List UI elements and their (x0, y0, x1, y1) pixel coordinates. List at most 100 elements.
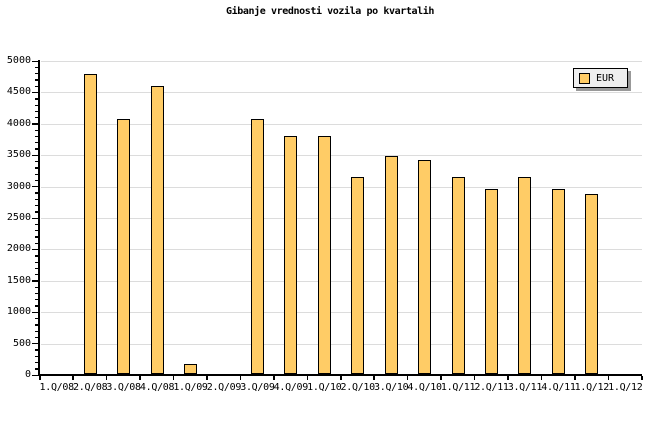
y-major-tick (32, 123, 38, 125)
x-tick (273, 376, 275, 380)
y-minor-tick (35, 198, 38, 201)
y-major-tick (32, 186, 38, 188)
y-minor-tick (35, 292, 38, 295)
y-minor-tick (35, 148, 38, 150)
x-tick-label: 2.Q/09 (206, 382, 242, 393)
x-tick (340, 376, 342, 380)
x-tick (373, 376, 375, 380)
x-tick-label: 1.Q/09 (173, 382, 208, 393)
y-tick-label: 4500 (6, 86, 31, 98)
y-major-tick (32, 91, 38, 94)
x-tick-label: 4.Q/11 (541, 382, 576, 393)
x-tick (139, 376, 141, 380)
y-tick-label: 2000 (6, 243, 31, 255)
y-major-tick (32, 311, 38, 314)
gridline-2000 (41, 249, 642, 251)
x-tick-label: 2.Q/10 (340, 382, 376, 393)
y-minor-tick (35, 355, 38, 358)
x-tick-label: 4.Q/10 (407, 382, 442, 393)
y-major-tick (32, 343, 38, 345)
legend-eur-swatch-icon (579, 72, 590, 84)
bar-4.Q/10 (418, 160, 432, 374)
gridline-500 (41, 343, 642, 345)
y-minor-tick (35, 223, 38, 226)
x-tick (306, 376, 309, 380)
y-major-tick (32, 154, 38, 157)
bar-3.Q/10 (384, 155, 398, 374)
y-minor-tick (35, 274, 38, 276)
y-minor-tick (35, 179, 38, 182)
x-tick (540, 376, 543, 380)
y-minor-tick (35, 299, 38, 301)
bar-4.Q/08 (150, 86, 164, 374)
gridline-2500 (41, 218, 642, 219)
y-tick-label: 4000 (6, 117, 31, 129)
x-tick-label: 4.Q/09 (273, 382, 309, 393)
y-minor-tick (35, 167, 38, 169)
legend: EUR (573, 68, 628, 88)
y-major-tick (32, 60, 38, 62)
y-major-tick (32, 374, 38, 376)
y-minor-tick (35, 161, 38, 163)
y-minor-tick (35, 368, 38, 370)
y-major-tick (32, 217, 38, 219)
x-tick-label: 4.Q/08 (139, 382, 175, 393)
y-tick-label: 500 (12, 337, 31, 349)
y-minor-tick (35, 318, 38, 320)
x-tick-label: 1.Q/11 (440, 382, 476, 393)
y-minor-tick (35, 79, 38, 81)
y-minor-tick (35, 324, 38, 326)
bar-1.Q/12 (585, 193, 599, 374)
bar-2.Q/10 (351, 176, 365, 374)
gridline-4500 (41, 92, 642, 94)
y-minor-tick (35, 173, 38, 175)
y-minor-tick (35, 267, 38, 270)
y-minor-tick (35, 230, 38, 232)
y-major-tick (32, 280, 38, 282)
y-minor-tick (35, 242, 38, 244)
bar-2.Q/08 (83, 73, 97, 374)
x-tick (172, 376, 175, 380)
bar-4.Q/11 (551, 188, 565, 374)
x-tick-label: 1.Q/12 (574, 382, 610, 393)
y-tick-label: 3500 (6, 149, 31, 161)
bar-4.Q/09 (284, 136, 298, 374)
gridline-3000 (41, 186, 642, 188)
y-minor-tick (35, 135, 38, 138)
y-minor-tick (35, 104, 38, 106)
y-minor-tick (35, 142, 38, 144)
bar-2.Q/11 (485, 188, 498, 374)
y-minor-tick (35, 110, 38, 113)
gridline-3500 (41, 155, 642, 157)
x-tick-label: 3.Q/09 (240, 382, 275, 393)
y-minor-tick (35, 336, 38, 339)
x-tick-label: 2.Q/08 (73, 382, 108, 393)
x-tick (641, 376, 643, 380)
y-minor-tick (35, 211, 38, 213)
x-tick (239, 376, 242, 380)
x-tick-label: 1.Q/12 (608, 382, 643, 393)
x-axis-line (38, 374, 642, 376)
y-minor-tick (35, 204, 38, 207)
y-major-tick (32, 248, 38, 251)
y-minor-tick (35, 261, 38, 263)
legend-label: EUR (596, 72, 615, 84)
x-tick (105, 376, 108, 380)
bar-3.Q/08 (117, 118, 131, 374)
x-tick (607, 376, 610, 380)
gridline-4000 (41, 123, 642, 125)
bar-3.Q/11 (518, 176, 532, 374)
bar-1.Q/11 (451, 176, 465, 374)
y-minor-tick (35, 236, 38, 238)
x-tick (574, 376, 576, 380)
y-tick-label: 1000 (6, 306, 31, 318)
y-minor-tick (35, 73, 38, 75)
gridline-1000 (41, 312, 642, 314)
y-axis-line (38, 60, 40, 376)
x-tick-label: 2.Q/11 (474, 382, 509, 393)
x-tick (72, 376, 74, 380)
y-tick-label: 2500 (6, 212, 31, 223)
y-minor-tick (35, 286, 38, 288)
